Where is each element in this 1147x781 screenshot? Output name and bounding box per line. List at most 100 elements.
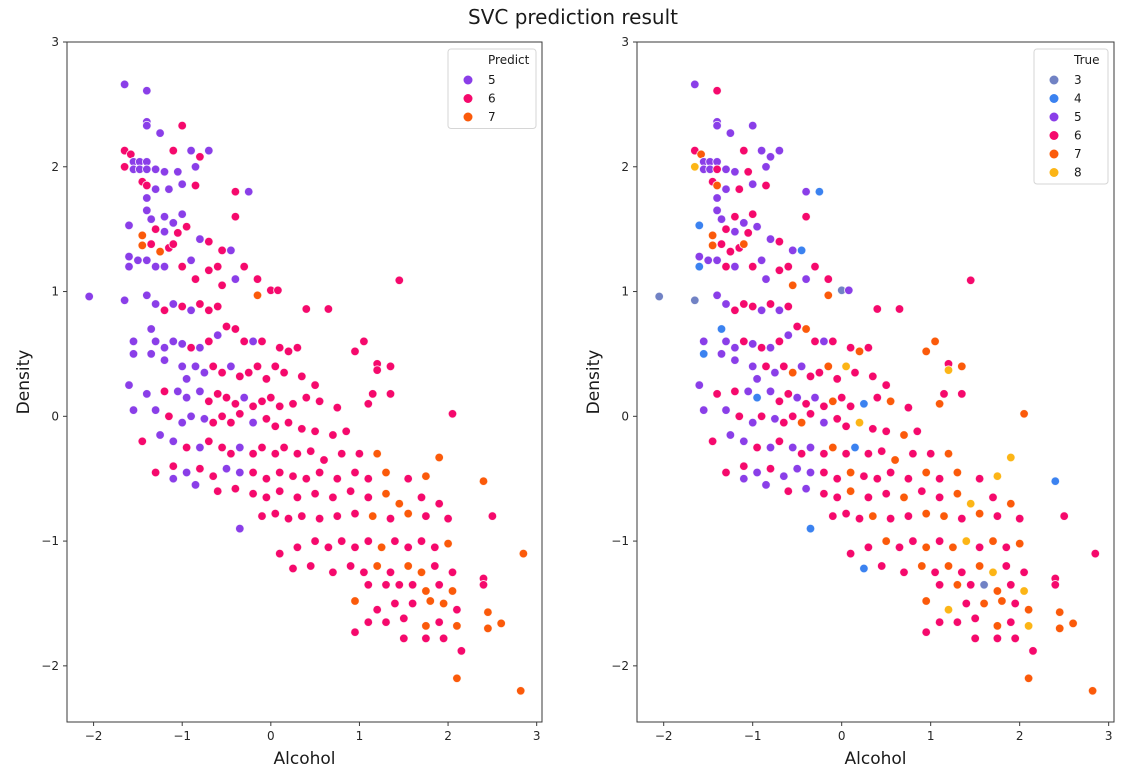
y-tick-label: 1 xyxy=(621,285,629,299)
x-axis-label: Alcohol xyxy=(845,749,907,769)
data-point-class-8 xyxy=(1006,452,1016,463)
data-point-class-5 xyxy=(190,361,201,372)
data-point-class-6 xyxy=(310,488,320,499)
data-point-class-6 xyxy=(137,436,148,447)
data-point-class-6 xyxy=(934,580,945,590)
data-point-class-7 xyxy=(823,290,834,301)
data-point-class-6 xyxy=(845,342,856,353)
data-point-class-5 xyxy=(712,193,722,203)
data-point-class-6 xyxy=(292,492,303,503)
data-point-class-6 xyxy=(390,536,400,546)
data-point-class-6 xyxy=(239,261,249,272)
data-point-class-6 xyxy=(828,336,838,347)
data-point-class-6 xyxy=(434,498,444,509)
data-point-class-6 xyxy=(190,274,201,284)
data-point-class-5 xyxy=(150,184,161,194)
data-point-class-6 xyxy=(208,361,218,372)
data-point-class-5 xyxy=(159,211,170,222)
legend-title: True xyxy=(1073,53,1100,67)
data-point-class-6 xyxy=(142,180,152,191)
data-point-class-6 xyxy=(707,436,718,447)
data-point-class-6 xyxy=(274,548,285,559)
data-point-class-6 xyxy=(407,598,418,609)
data-point-class-5 xyxy=(716,214,727,224)
data-point-class-6 xyxy=(863,542,874,553)
x-tick-label: 0 xyxy=(838,729,846,743)
data-point-class-6 xyxy=(712,164,722,175)
data-point-class-6 xyxy=(283,513,294,524)
data-point-class-5 xyxy=(150,299,161,309)
data-point-class-6 xyxy=(274,486,285,496)
data-point-class-5 xyxy=(743,386,753,397)
data-point-class-5 xyxy=(721,184,731,194)
data-point-class-6 xyxy=(204,436,214,447)
data-point-class-5 xyxy=(235,467,245,478)
data-point-class-5 xyxy=(159,226,170,237)
data-point-class-7 xyxy=(1054,607,1065,617)
data-point-class-6 xyxy=(288,563,298,574)
data-point-class-6 xyxy=(819,401,829,412)
data-point-class-6 xyxy=(195,152,205,162)
data-point-class-4 xyxy=(859,563,869,574)
data-point-class-6 xyxy=(819,467,829,478)
data-point-class-5 xyxy=(186,305,196,316)
scatter-panel-true: −2 −1 0 1 2 3 −2 −1 0 1 2 3 Alcohol Density True 3… xyxy=(584,35,1115,769)
data-point-class-6 xyxy=(970,613,980,624)
data-point-class-6 xyxy=(195,299,205,309)
y-axis: −2 −1 0 1 2 3 xyxy=(611,35,637,673)
data-point-class-6 xyxy=(801,211,811,222)
data-point-class-5 xyxy=(119,79,130,90)
data-point-class-6 xyxy=(217,411,227,422)
data-point-class-5 xyxy=(721,405,731,415)
data-point-class-6 xyxy=(730,386,740,397)
data-point-class-8 xyxy=(943,365,954,375)
data-point-class-5 xyxy=(730,167,740,177)
data-point-class-6 xyxy=(934,473,945,484)
data-point-class-6 xyxy=(292,342,303,353)
data-point-class-6 xyxy=(836,392,847,403)
data-point-class-7 xyxy=(438,598,449,609)
data-point-class-4 xyxy=(698,349,709,359)
data-point-class-6 xyxy=(283,417,294,428)
data-point-class-8 xyxy=(965,498,976,509)
data-point-class-5 xyxy=(694,380,705,390)
data-point-class-5 xyxy=(721,336,731,347)
data-point-class-6 xyxy=(957,389,967,399)
data-point-class-5 xyxy=(142,290,152,301)
data-point-class-6 xyxy=(783,486,794,496)
data-point-class-7 xyxy=(707,230,718,241)
data-point-class-5 xyxy=(195,234,205,244)
data-point-class-6 xyxy=(186,342,196,353)
data-point-class-5 xyxy=(186,411,196,422)
legend-label: 7 xyxy=(488,110,496,124)
data-point-class-5 xyxy=(195,342,205,353)
data-point-class-6 xyxy=(872,304,883,314)
data-point-class-6 xyxy=(301,304,312,314)
data-point-class-5 xyxy=(204,145,214,156)
data-point-class-6 xyxy=(204,236,214,247)
data-point-class-5 xyxy=(703,255,713,266)
data-point-class-6 xyxy=(230,399,241,409)
legend-box xyxy=(1033,48,1109,185)
data-point-class-5 xyxy=(712,205,722,216)
data-point-class-8 xyxy=(854,417,865,428)
data-point-class-6 xyxy=(314,467,325,478)
data-point-class-6 xyxy=(934,492,945,503)
data-point-class-5 xyxy=(159,261,170,272)
data-point-class-6 xyxy=(921,627,931,637)
data-point-class-6 xyxy=(903,473,914,484)
data-point-class-6 xyxy=(372,365,382,375)
data-point-class-5 xyxy=(747,361,758,372)
data-point-class-6 xyxy=(323,542,334,553)
data-point-class-6 xyxy=(783,261,794,272)
data-point-class-7 xyxy=(979,598,989,609)
data-point-class-7 xyxy=(801,324,811,334)
data-point-class-7 xyxy=(921,508,931,519)
data-point-class-3 xyxy=(654,291,664,302)
data-point-class-6 xyxy=(805,409,816,419)
data-point-class-5 xyxy=(739,436,749,447)
data-point-class-5 xyxy=(739,473,749,484)
data-point-class-5 xyxy=(142,120,152,131)
data-point-class-5 xyxy=(181,467,192,478)
